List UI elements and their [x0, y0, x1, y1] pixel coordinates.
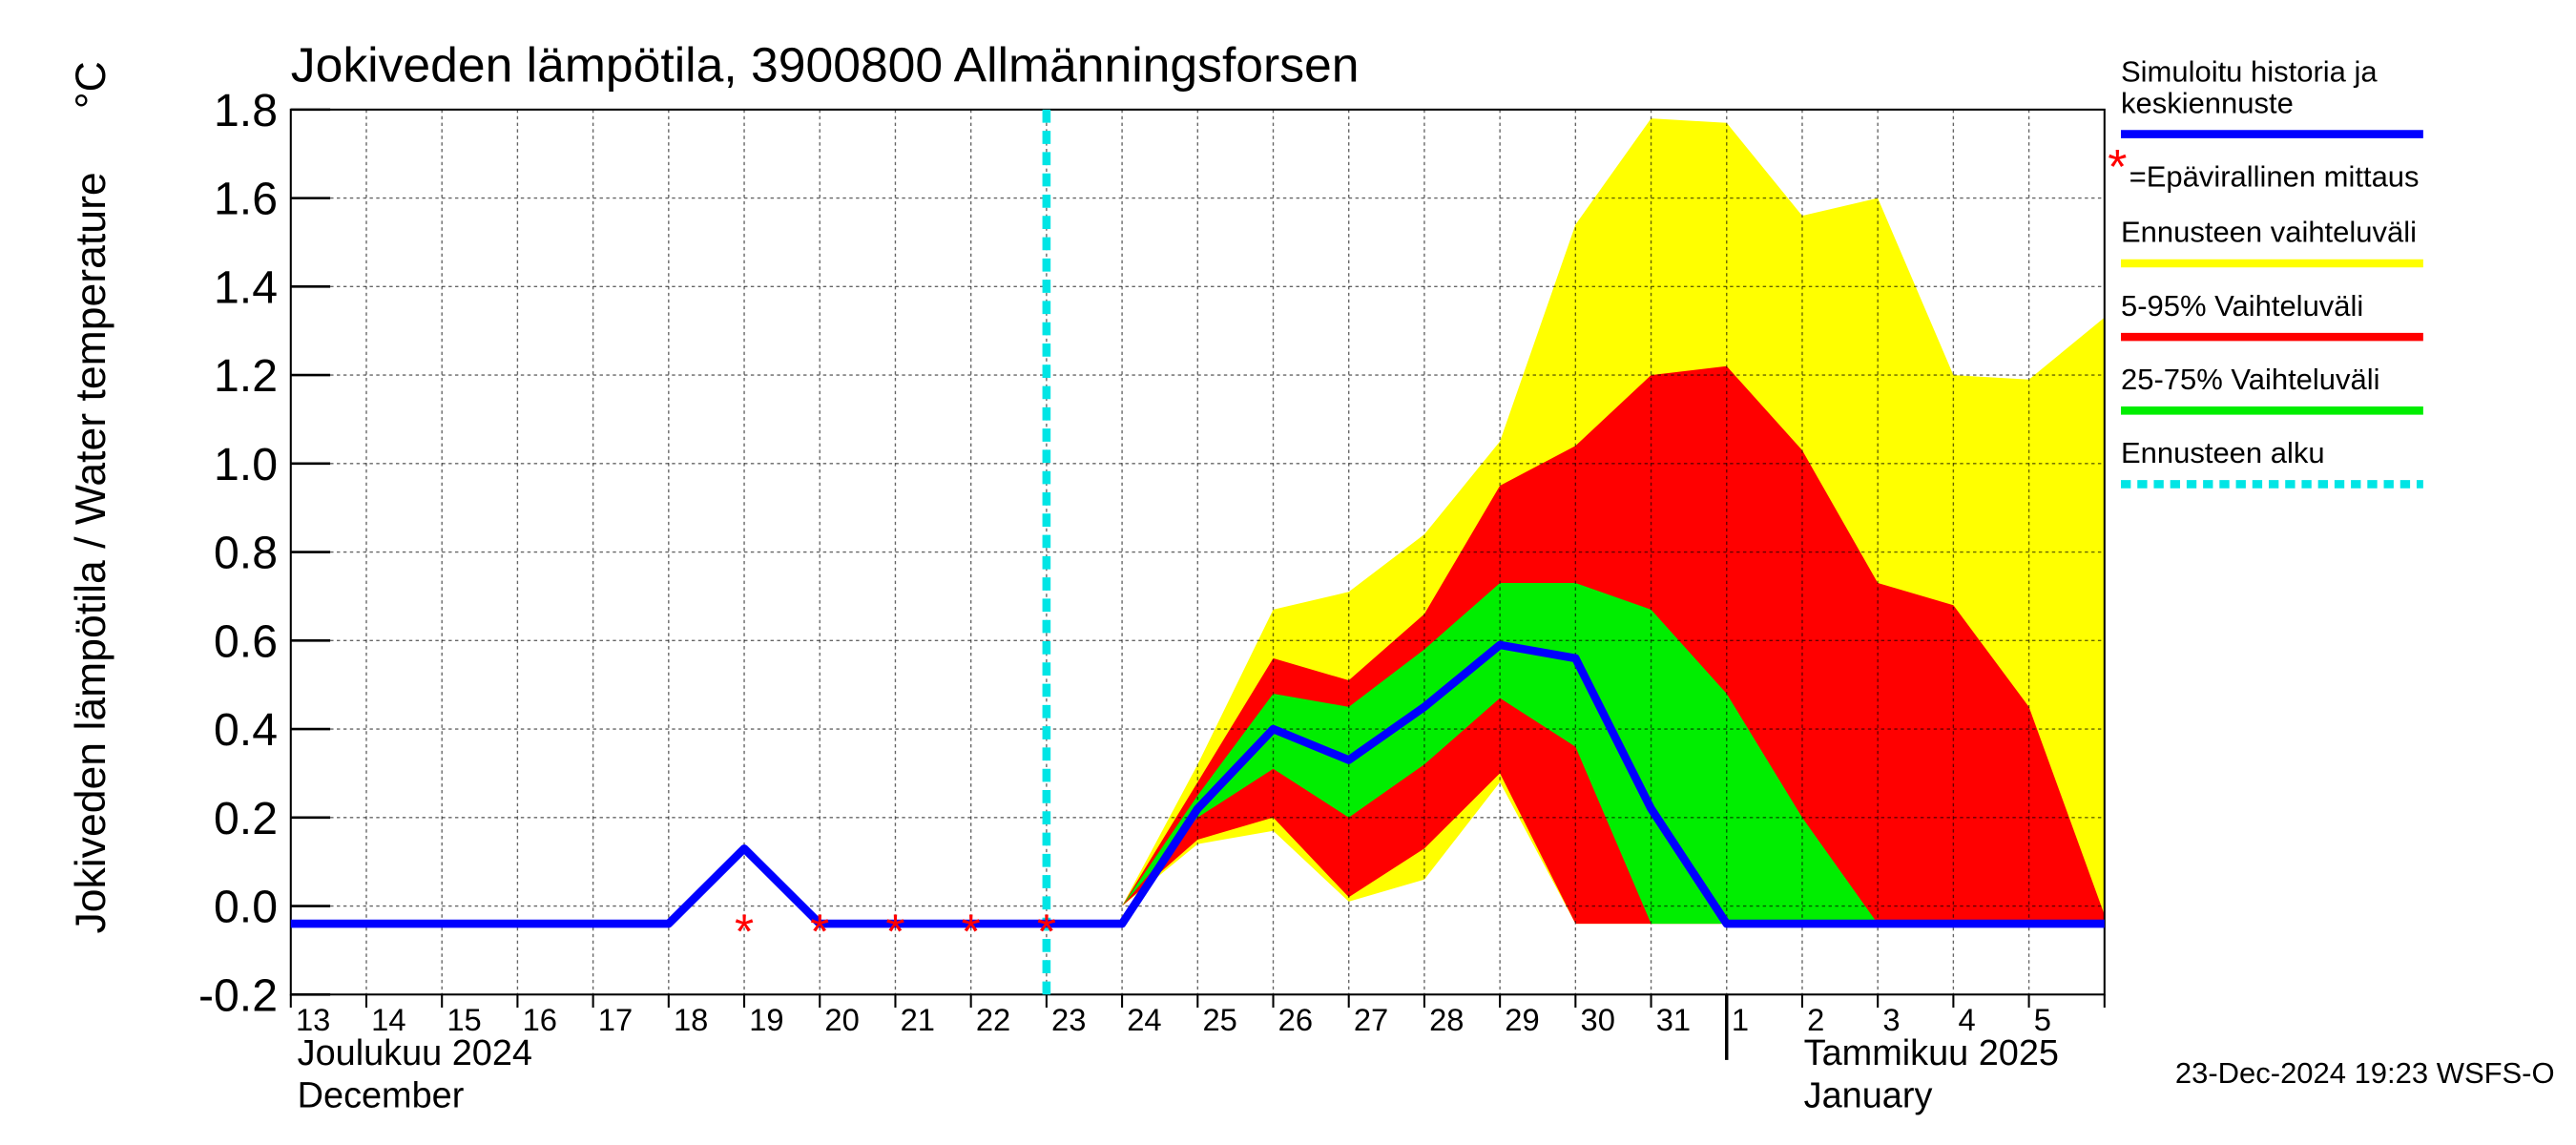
legend-marker: *: [2108, 138, 2127, 194]
legend-label: Ennusteen alku: [2121, 436, 2325, 469]
forecast-band: [1122, 583, 2105, 925]
y-axis-label: Jokiveden lämpötila / Water temperature: [68, 172, 114, 933]
measurement-marker: *: [810, 903, 829, 958]
x-tick-label: 26: [1278, 1002, 1313, 1037]
x-tick-label: 4: [1959, 1002, 1976, 1037]
y-tick-label: 0.0: [214, 882, 278, 933]
x-tick-label: 22: [976, 1002, 1010, 1037]
x-tick-label: 14: [371, 1002, 405, 1037]
y-tick-label: -0.2: [198, 970, 278, 1022]
x-tick-label: 18: [674, 1002, 708, 1037]
legend-label-line: Simuloitu historia ja: [2121, 55, 2378, 89]
x-tick-label: 2: [1807, 1002, 1824, 1037]
timestamp: 23-Dec-2024 19:23 WSFS-O: [2175, 1056, 2555, 1090]
measurement-marker: *: [885, 903, 904, 958]
x-tick-label: 15: [447, 1002, 481, 1037]
x-tick-label: 30: [1581, 1002, 1615, 1037]
y-tick-label: 0.2: [214, 793, 278, 844]
y-tick-label: 1.0: [214, 439, 278, 490]
measurement-marker: *: [962, 903, 981, 958]
y-tick-label: 0.4: [214, 704, 278, 756]
month-label: January: [1804, 1076, 1933, 1116]
legend-label: =Epävirallinen mittaus: [2129, 159, 2420, 193]
y-tick-label: 1.6: [214, 174, 278, 225]
y-tick-label: 0.6: [214, 616, 278, 668]
x-tick-label: 3: [1882, 1002, 1900, 1037]
x-tick-label: 23: [1051, 1002, 1086, 1037]
x-tick-label: 19: [749, 1002, 783, 1037]
y-tick-label: 1.4: [214, 262, 278, 314]
x-tick-label: 24: [1127, 1002, 1161, 1037]
x-tick-label: 28: [1429, 1002, 1464, 1037]
x-tick-label: 21: [901, 1002, 935, 1037]
measurement-marker: *: [735, 903, 754, 958]
x-tick-label: 20: [824, 1002, 859, 1037]
month-label: Tammikuu 2025: [1804, 1033, 2059, 1073]
legend-label-line: keskiennuste: [2121, 86, 2294, 119]
x-tick-label: 13: [296, 1002, 330, 1037]
x-tick-label: 16: [523, 1002, 557, 1037]
x-tick-label: 27: [1354, 1002, 1388, 1037]
x-tick-label: 17: [598, 1002, 633, 1037]
y-axis-unit: °C: [68, 61, 114, 109]
series-line: [290, 640, 2105, 928]
y-tick-label: 1.8: [214, 85, 278, 136]
y-tick-label: 1.2: [214, 350, 278, 402]
x-tick-label: 25: [1202, 1002, 1236, 1037]
legend-label: Ennusteen vaihteluväli: [2121, 216, 2417, 249]
legend-label: Simuloitu historia ja keskiennuste: [2121, 55, 2378, 119]
legend-label: 25-75% Vaihteluväli: [2121, 363, 2379, 396]
legend-label: 5-95% Vaihteluväli: [2121, 289, 2363, 323]
x-tick-label: 1: [1732, 1002, 1749, 1037]
x-tick-label: 29: [1505, 1002, 1539, 1037]
measurement-marker: *: [1037, 903, 1056, 958]
x-tick-label: 31: [1656, 1002, 1691, 1037]
y-tick-label: 0.8: [214, 528, 278, 579]
x-tick-label: 5: [2034, 1002, 2051, 1037]
month-label: Joulukuu 2024: [298, 1033, 532, 1073]
chart-title: Jokiveden lämpötila, 3900800 Allmännings…: [291, 37, 1360, 93]
month-label: December: [298, 1076, 465, 1116]
